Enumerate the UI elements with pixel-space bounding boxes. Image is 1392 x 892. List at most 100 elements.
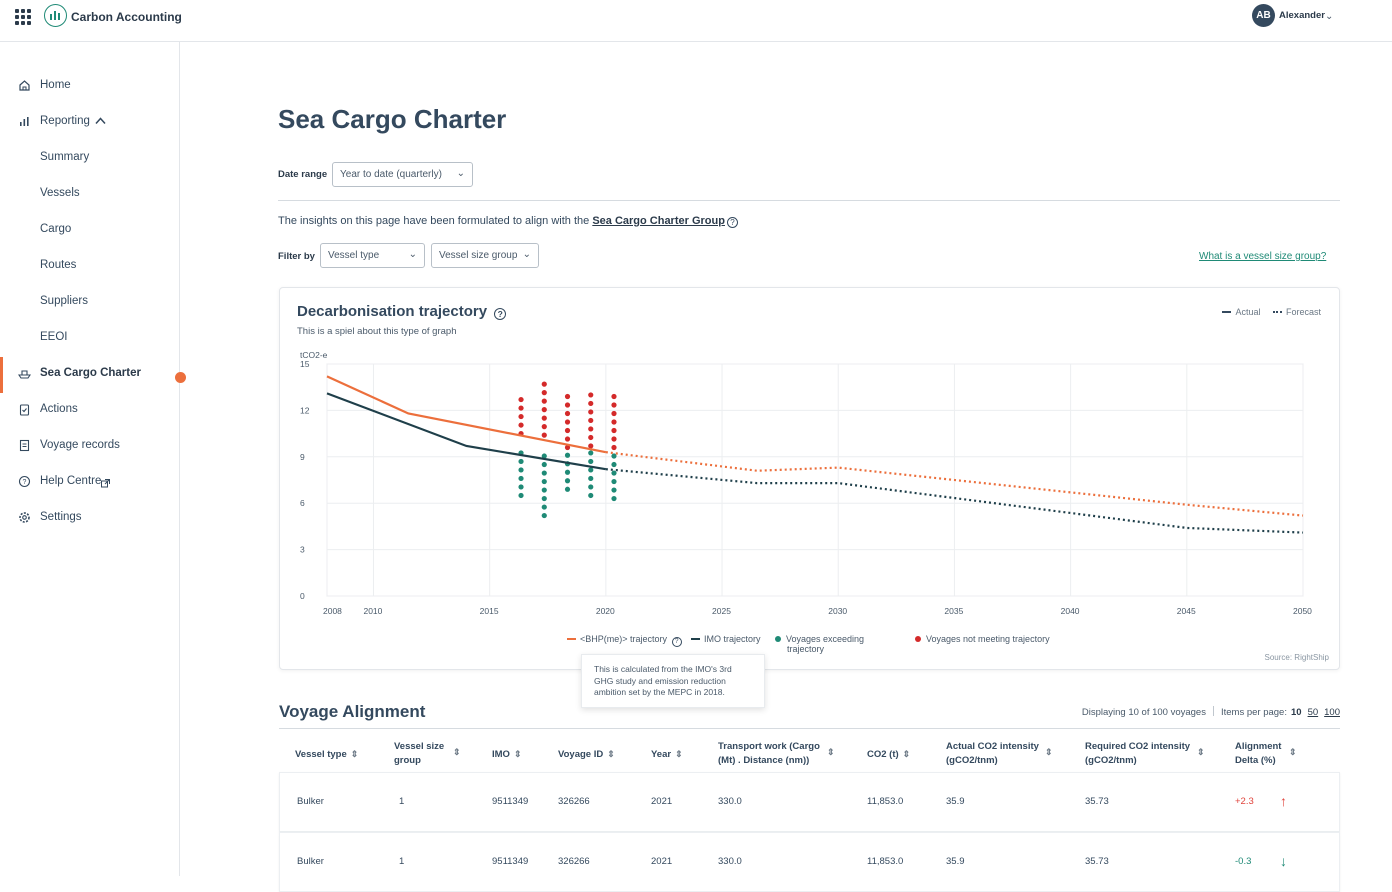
voyage-not-meeting-point xyxy=(588,400,594,407)
sort-icon[interactable]: ⇕ xyxy=(675,749,683,759)
vessel-size-group-link[interactable]: What is a vessel size group? xyxy=(1199,251,1327,262)
table-row[interactable] xyxy=(279,772,1340,832)
date-range-value: Year to date (quarterly) xyxy=(340,169,442,180)
user-name[interactable]: Alexander xyxy=(1279,10,1325,21)
sort-icon[interactable]: ⇕ xyxy=(607,749,615,759)
column-header[interactable]: Transport work (Cargo (Mt) . Distance (nm… xyxy=(718,740,835,768)
sort-icon[interactable]: ⇕ xyxy=(827,747,835,757)
sidebar-item-home[interactable]: Home xyxy=(0,76,180,98)
sidebar-item-vessels[interactable]: Vessels xyxy=(0,184,180,206)
voyage-exceeding-point xyxy=(611,478,617,485)
column-header[interactable]: Year ⇕ xyxy=(651,747,683,762)
voyage-not-meeting-point xyxy=(541,398,547,404)
voyage-exceeding-point xyxy=(588,484,594,490)
x-tick-label: 2040 xyxy=(1061,606,1080,616)
chart-title-text: Decarbonisation trajectory xyxy=(297,303,488,320)
chevron-up-icon[interactable] xyxy=(95,117,106,125)
column-header[interactable]: Required CO2 intensity (gCO2/tnm) ⇕ xyxy=(1085,740,1205,768)
column-header-label: Actual CO2 intensity xyxy=(946,741,1039,752)
legend-bhp[interactable]: <BHP(me)> trajectory ? xyxy=(567,634,682,647)
sidebar-item-suppliers[interactable]: Suppliers xyxy=(0,292,180,314)
voyage-not-meeting-point xyxy=(564,436,571,442)
sidebar-item-routes[interactable]: Routes xyxy=(0,256,180,278)
sidebar-item-settings[interactable]: Settings xyxy=(0,508,180,530)
page-size-100[interactable]: 100 xyxy=(1324,707,1340,718)
sidebar-item-eeoi[interactable]: EEOI xyxy=(0,328,180,350)
sidebar-item-cargo[interactable]: Cargo xyxy=(0,220,180,242)
sidebar-item-summary[interactable]: Summary xyxy=(0,148,180,170)
column-header[interactable]: Alignment Delta (%) ⇕ xyxy=(1235,740,1297,768)
table-cell: 35.73 xyxy=(1085,856,1109,867)
help-icon[interactable]: ? xyxy=(494,308,507,320)
table-row[interactable] xyxy=(279,832,1340,892)
y-tick-label: 0 xyxy=(300,591,305,601)
sort-icon[interactable]: ⇕ xyxy=(1197,747,1205,757)
collapse-handle[interactable] xyxy=(175,372,186,383)
column-header[interactable]: IMO ⇕ xyxy=(492,747,522,762)
help-icon[interactable]: ? xyxy=(671,637,682,647)
column-header-label-2: (gCO2/tnm) xyxy=(1085,755,1137,766)
pagination-meta: Displaying 10 of 100 voyages Items per pa… xyxy=(1082,706,1340,718)
avatar[interactable]: AB xyxy=(1252,4,1275,27)
sort-icon[interactable]: ⇕ xyxy=(902,749,911,759)
voyage-exceeding-point xyxy=(611,453,617,459)
sidebar-item-label: Cargo xyxy=(40,223,72,235)
bar-chart-icon xyxy=(20,117,29,126)
voyage-exceeding-point xyxy=(564,452,571,458)
page-size-10[interactable]: 10 xyxy=(1290,707,1302,718)
sort-icon[interactable]: ⇕ xyxy=(1289,747,1297,757)
voyage-not-meeting-point xyxy=(541,424,547,430)
legend-imo-label: IMO trajectory xyxy=(704,634,761,644)
sidebar-item-label: Routes xyxy=(40,259,77,271)
decarbonisation-chart-card: 0 3 6 9 12 15 2008 2010 2015 2020 2025 2030 2035 2040… xyxy=(279,287,1340,670)
help-icon[interactable]: ? xyxy=(726,217,738,228)
table-cell: 9511349 xyxy=(492,856,529,867)
voyage-exceeding-point xyxy=(541,461,547,468)
table-cell: 35.9 xyxy=(946,856,965,867)
vessel-size-group-select[interactable]: Vessel size group ⌄ xyxy=(431,243,539,268)
column-header-label: Vessel type xyxy=(295,749,347,760)
sidebar-item-label: Reporting xyxy=(40,115,90,127)
column-header[interactable]: Vessel type ⇕ xyxy=(295,747,358,762)
sidebar-item-help-centre[interactable]: ? Help Centre xyxy=(0,472,180,494)
voyage-not-meeting-point xyxy=(611,402,617,408)
date-range-select[interactable]: Year to date (quarterly) ⌄ xyxy=(332,162,473,187)
voyage-not-meeting-point xyxy=(541,390,547,396)
voyage-exceeding-point xyxy=(541,478,547,485)
app-title[interactable]: Carbon Accounting xyxy=(71,10,182,24)
sidebar-item-label: Settings xyxy=(40,511,82,523)
sea-cargo-charter-link[interactable]: Sea Cargo Charter Group xyxy=(592,215,725,227)
column-header-label: Required CO2 intensity xyxy=(1085,741,1191,752)
voyage-not-meeting-point xyxy=(518,405,524,411)
chevron-down-icon[interactable]: ⌄ xyxy=(1325,11,1334,22)
sidebar-item-sea-cargo-charter[interactable]: Sea Cargo Charter xyxy=(0,364,180,386)
document-icon xyxy=(19,439,30,452)
voyage-not-meeting-point xyxy=(588,409,594,415)
vessel-type-select[interactable]: Vessel type ⌄ xyxy=(320,243,425,268)
page-size-50[interactable]: 50 xyxy=(1307,707,1319,718)
y-axis-label: tCO2-e xyxy=(300,350,328,360)
column-header-label: IMO xyxy=(492,749,510,760)
column-header[interactable]: Voyage ID ⇕ xyxy=(558,747,615,762)
voyage-not-meeting-point xyxy=(541,415,547,421)
voyage-exceeding-point xyxy=(541,453,547,459)
voyage-exceeding-point xyxy=(611,495,617,502)
voyage-not-meeting-point xyxy=(611,427,617,434)
sort-icon[interactable]: ⇕ xyxy=(453,747,461,757)
home-icon xyxy=(19,80,30,91)
sidebar-item-voyage-records[interactable]: Voyage records xyxy=(0,436,180,458)
sort-icon[interactable]: ⇕ xyxy=(1045,747,1053,757)
insight-body: The insights on this page have been form… xyxy=(278,215,593,227)
legend-not-meeting-label: Voyages not meeting trajectory xyxy=(926,634,1050,644)
column-header[interactable]: Vessel size group ⇕ xyxy=(394,740,461,768)
sidebar-item-reporting[interactable]: Reporting xyxy=(0,112,180,134)
column-header[interactable]: Actual CO2 intensity (gCO2/tnm) ⇕ xyxy=(946,740,1053,768)
column-header[interactable]: CO2 (t) ⇕ xyxy=(867,747,910,762)
table-cell: 11,853.0 xyxy=(867,796,904,807)
app-grid-icon[interactable] xyxy=(15,9,31,25)
insight-text: The insights on this page have been form… xyxy=(278,215,738,228)
sort-icon[interactable]: ⇕ xyxy=(350,749,359,759)
column-header-label-2: Delta (%) xyxy=(1235,755,1276,766)
sidebar-item-actions[interactable]: Actions xyxy=(0,400,180,422)
sort-icon[interactable]: ⇕ xyxy=(513,749,522,759)
